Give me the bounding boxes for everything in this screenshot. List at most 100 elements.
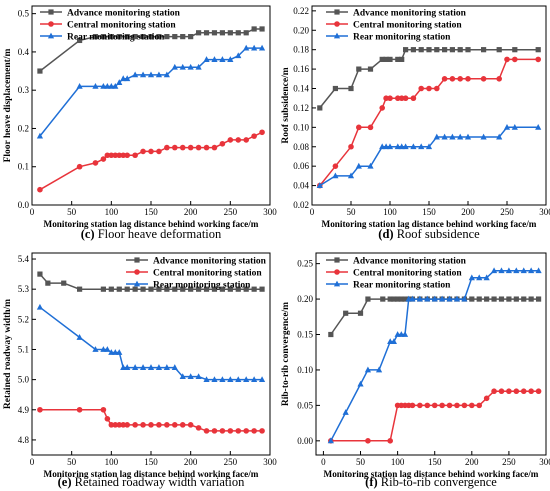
data-point-advance	[180, 286, 186, 292]
legend-label-rear: Rear monitoring station	[353, 281, 451, 291]
data-point-advance	[512, 47, 518, 53]
data-point-rear	[124, 364, 131, 370]
data-point-advance	[124, 34, 130, 40]
legend-marker-central	[334, 21, 340, 27]
data-point-advance	[343, 310, 349, 316]
legend-marker-central	[334, 269, 340, 275]
series-rear	[316, 123, 542, 188]
x-tick-label: 100	[391, 457, 405, 467]
series-line-rear	[319, 126, 539, 187]
data-point-advance	[219, 30, 225, 36]
data-point-advance	[172, 34, 178, 40]
y-tick-label: 4.8	[18, 435, 30, 445]
y-tick-label: 0.05	[297, 400, 313, 410]
data-point-advance	[180, 34, 186, 40]
legend-label-central: Central monitoring station	[353, 269, 462, 279]
series-central	[328, 388, 542, 444]
data-point-rear	[92, 82, 99, 89]
data-point-advance	[465, 47, 471, 53]
data-point-central	[124, 152, 130, 159]
data-point-advance	[332, 85, 338, 92]
x-tick-label: 150	[422, 207, 436, 217]
data-point-rear	[100, 346, 107, 352]
data-point-advance	[77, 37, 83, 44]
data-point-rear	[457, 133, 464, 140]
caption-letter: (f)	[365, 475, 378, 489]
data-point-advance	[116, 286, 122, 292]
caption-text: Retained roadway width variation	[72, 475, 246, 489]
data-point-advance	[457, 47, 463, 53]
y-tick-label: 5.3	[18, 284, 30, 294]
data-point-advance	[211, 30, 218, 36]
data-point-central	[92, 160, 99, 166]
x-tick-label: 150	[144, 457, 158, 467]
data-point-advance	[188, 34, 194, 40]
data-point-central	[37, 186, 43, 193]
data-point-rear	[92, 346, 99, 352]
data-point-central	[520, 388, 527, 395]
series-line-central	[39, 409, 263, 432]
x-tick-label: 300	[263, 207, 277, 217]
caption-text: Roof subsidence	[394, 227, 481, 241]
legend-marker-rear	[333, 280, 341, 287]
series-central	[37, 129, 265, 193]
series-line-central	[330, 390, 539, 442]
data-point-advance	[398, 296, 404, 302]
data-point-rear	[433, 133, 440, 140]
data-point-rear	[398, 143, 405, 150]
y-tick-label: 0.2	[18, 123, 29, 133]
y-tick-label: 0.06	[293, 161, 309, 171]
data-point-central	[104, 416, 111, 422]
legend-marker-advance	[334, 9, 340, 15]
chart-panel-e: 0 50 100 150 200 250 300 4.8 4.9 5.0 5.1 5.2 5.3 5.4 M…	[3, 252, 277, 489]
data-point-central	[457, 76, 464, 82]
y-tick-label: 0.00	[297, 436, 313, 446]
data-point-rear	[528, 267, 535, 274]
y-tick-label: 5.0	[18, 375, 30, 385]
data-point-central	[108, 422, 115, 428]
legend-label-advance: Advance monitoring station	[67, 9, 181, 19]
data-point-rear	[425, 143, 433, 150]
data-point-central	[76, 163, 83, 170]
data-point-advance	[196, 30, 202, 36]
data-point-central	[461, 402, 468, 409]
data-point-advance	[235, 286, 241, 292]
data-point-rear	[355, 162, 362, 169]
data-point-rear	[139, 71, 147, 78]
data-point-central	[120, 422, 127, 428]
data-point-advance	[403, 47, 409, 53]
data-point-central	[454, 402, 460, 409]
data-point-central	[259, 428, 265, 434]
data-point-central	[219, 140, 226, 147]
data-point-central	[431, 402, 438, 409]
caption-letter: (d)	[378, 227, 393, 241]
data-point-central	[243, 137, 249, 143]
data-point-rear	[211, 376, 218, 383]
data-point-rear	[195, 373, 202, 380]
legend-label-advance: Advance monitoring station	[353, 257, 467, 267]
data-point-central	[424, 402, 431, 409]
x-tick-label: 100	[383, 207, 397, 217]
y-tick-label: 5.2	[18, 314, 29, 324]
data-point-central	[124, 422, 130, 428]
data-point-central	[76, 406, 83, 413]
data-point-rear	[410, 143, 417, 150]
data-point-rear	[179, 373, 186, 380]
data-point-rear	[219, 376, 226, 383]
data-point-rear	[453, 295, 461, 302]
x-axis-title: Monitoring station lag distance behind w…	[44, 219, 259, 229]
data-point-rear	[342, 409, 349, 415]
data-point-rear	[480, 133, 487, 140]
data-point-rear	[104, 346, 111, 352]
data-point-advance	[402, 296, 408, 302]
data-point-central	[528, 388, 534, 395]
y-tick-label: 0.5	[18, 9, 30, 19]
x-tick-label: 300	[539, 207, 550, 217]
data-point-advance	[391, 296, 397, 302]
data-point-advance	[227, 30, 233, 36]
y-axis-title: Retained roadway width/m	[3, 299, 13, 409]
legend-marker-advance	[48, 9, 54, 15]
data-point-rear	[513, 267, 520, 274]
x-tick-label: 300	[263, 457, 277, 467]
data-point-rear	[163, 71, 170, 78]
